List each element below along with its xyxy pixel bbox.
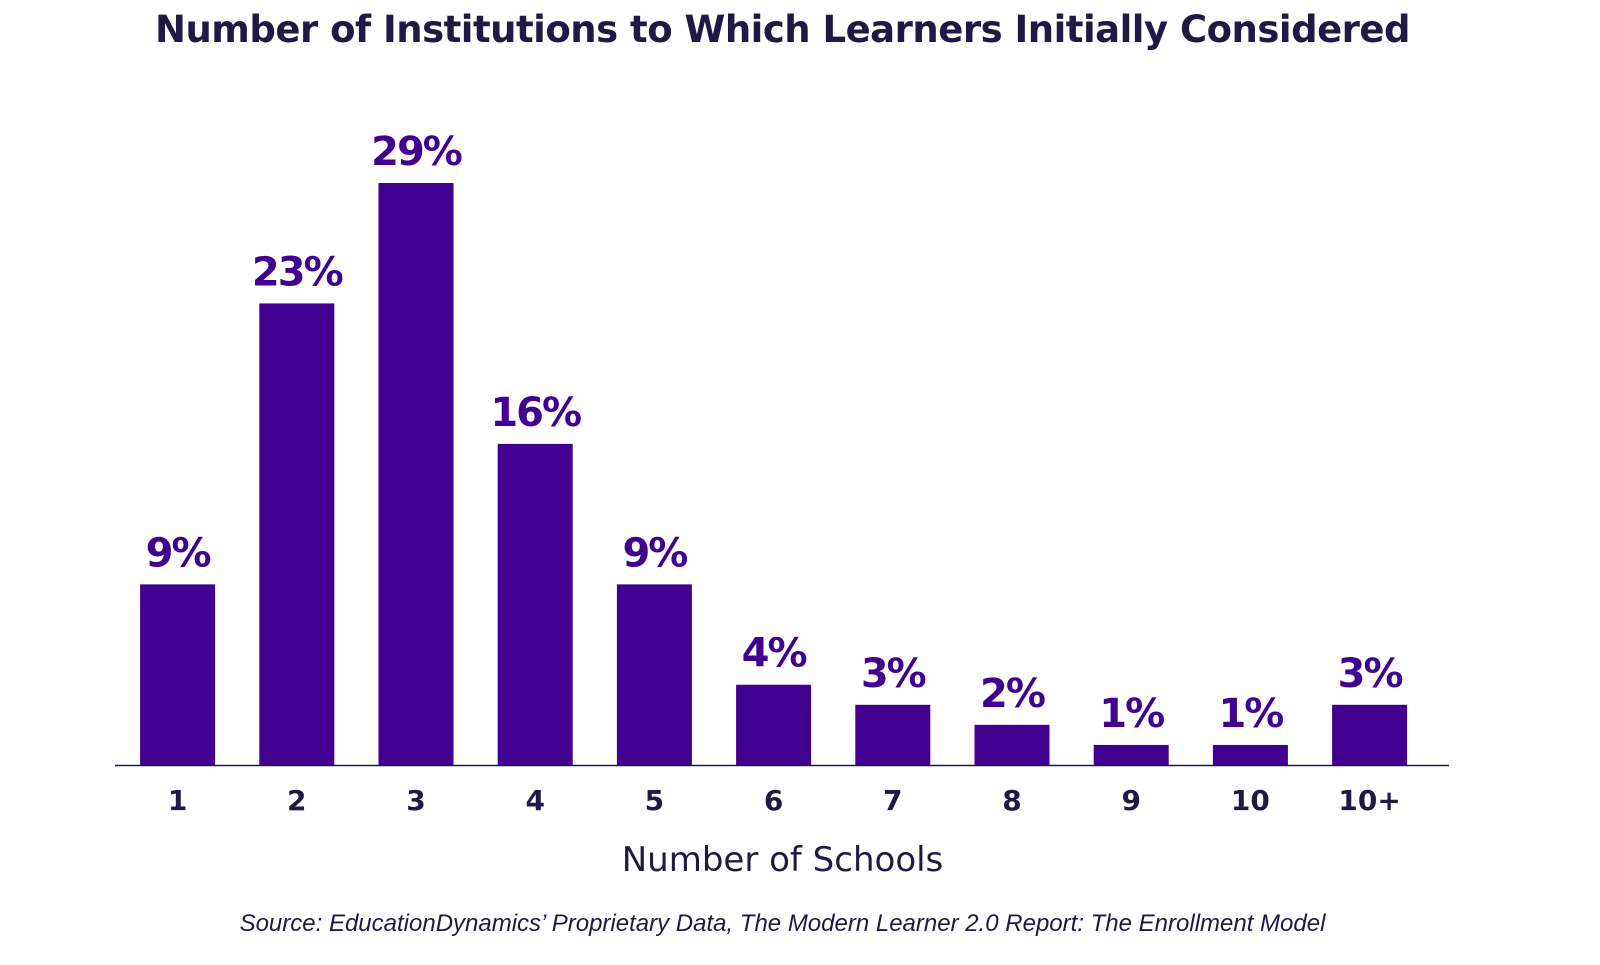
- bar: [1332, 704, 1408, 765]
- x-tick-label: 9: [1121, 784, 1140, 817]
- bar: [974, 724, 1050, 765]
- bar: [378, 183, 454, 765]
- bar: [736, 684, 812, 765]
- x-tick-label: 3: [406, 784, 425, 817]
- chart-title: Number of Institutions to Which Learners…: [155, 8, 1411, 51]
- data-label: 4%: [742, 631, 807, 677]
- bar: [616, 584, 692, 765]
- x-tick-label: 4: [525, 784, 544, 817]
- data-label: 16%: [490, 390, 581, 436]
- data-label: 1%: [1099, 691, 1164, 737]
- x-tick-label: 10+: [1338, 784, 1400, 817]
- x-tick-label: 5: [645, 784, 664, 817]
- bar: [259, 303, 335, 765]
- data-label: 3%: [1338, 651, 1403, 697]
- data-label: 29%: [371, 129, 462, 175]
- data-label: 9%: [622, 530, 687, 576]
- bar: [140, 584, 216, 765]
- x-tick-label: 8: [1002, 784, 1021, 817]
- data-label: 3%: [861, 651, 926, 697]
- x-tick-label: 10: [1231, 784, 1270, 817]
- data-label: 2%: [980, 671, 1045, 717]
- data-label: 9%: [146, 530, 211, 576]
- x-tick-label: 7: [883, 784, 902, 817]
- bar: [855, 704, 931, 765]
- data-label: 1%: [1218, 691, 1283, 737]
- data-label: 23%: [252, 249, 343, 295]
- x-tick-label: 6: [764, 784, 783, 817]
- bar: [497, 443, 573, 765]
- bar: [1212, 744, 1288, 765]
- x-tick-label: 1: [168, 784, 187, 817]
- bar: [1093, 744, 1169, 765]
- x-tick-label: 2: [287, 784, 306, 817]
- source-note: Source: EducationDynamics’ Proprietary D…: [239, 910, 1326, 937]
- x-axis-label: Number of Schools: [621, 840, 944, 880]
